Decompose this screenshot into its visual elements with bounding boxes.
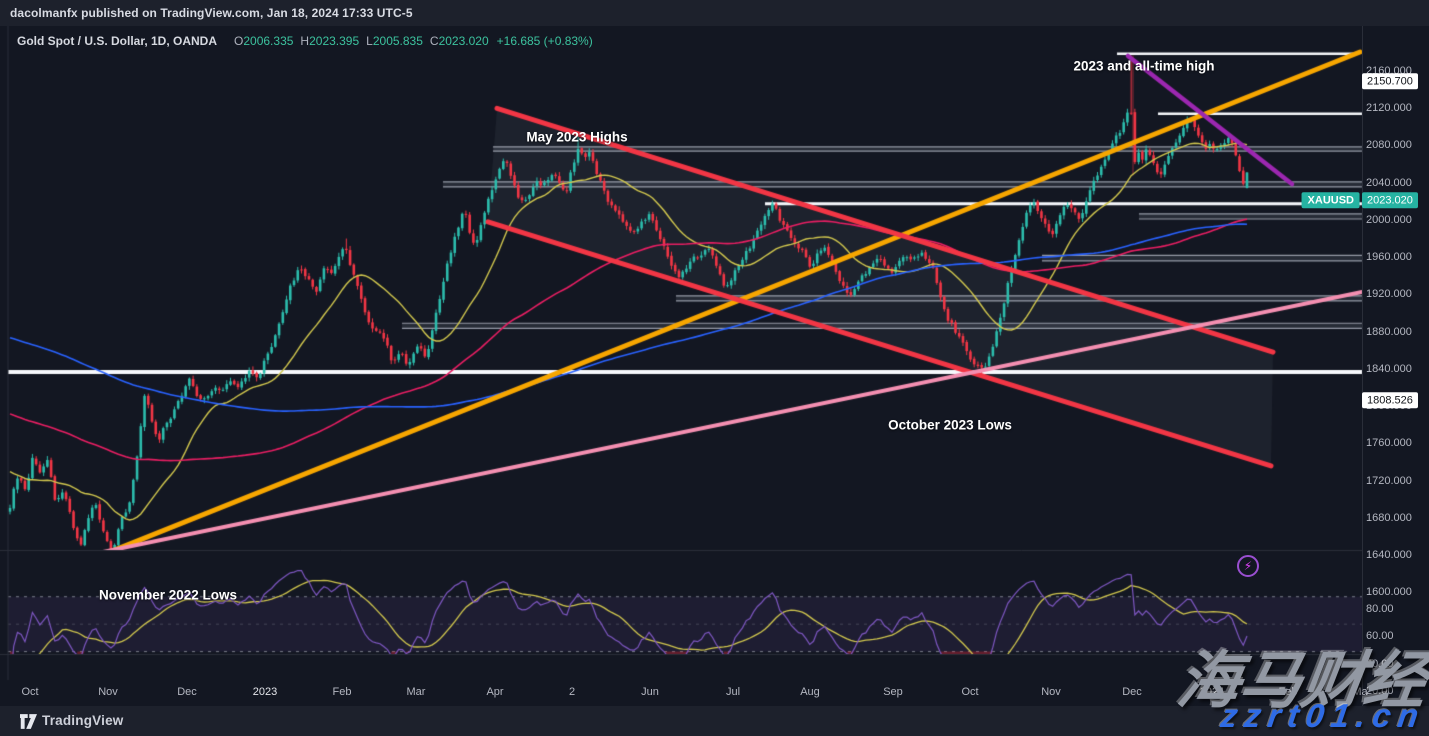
price-tick-label: 1640.000: [1366, 549, 1412, 561]
price-tick-label: 1920.000: [1366, 288, 1412, 300]
ohlc-value: 2023.395: [309, 34, 360, 48]
time-tick-label: Oct: [21, 686, 39, 698]
time-tick-label: Dec: [177, 686, 197, 698]
price-tick-label: 1960.000: [1366, 251, 1412, 263]
time-tick-label: Oct: [961, 686, 979, 698]
time-tick-label: 2023: [252, 686, 278, 698]
ohlc-key: H: [300, 34, 310, 48]
price-tick-label: 2080.000: [1366, 139, 1412, 151]
time-tick-label: Sep: [883, 686, 903, 698]
ohlc-value: 2005.835: [372, 34, 423, 48]
chart-annotation-1: May 2023 Highs: [526, 129, 628, 145]
time-tick-label: Dec: [1122, 686, 1142, 698]
time-tick-label: Feb: [1278, 686, 1298, 698]
price-tick-label: 2120.000: [1366, 102, 1412, 114]
chart-legend[interactable]: Gold Spot / U.S. Dollar, 1D, OANDA O2006.…: [17, 34, 593, 48]
rsi-tick-label: 40.00: [1366, 658, 1394, 670]
ohlc-key: C: [429, 34, 439, 48]
symbol-title[interactable]: Gold Spot / U.S. Dollar, 1D, OANDA: [17, 34, 218, 48]
price-axis-separator: [1362, 26, 1363, 706]
price-badge-2150.700: 2150.700: [1362, 73, 1418, 89]
tradingview-brand-text[interactable]: TradingView: [42, 713, 124, 728]
time-tick-label: Jun: [641, 686, 659, 698]
rsi-tick-label: 80.00: [1366, 603, 1394, 615]
time-tick-label: Mar: [406, 686, 426, 698]
publish-attribution: dacolmanfx published on TradingView.com,…: [10, 6, 413, 20]
time-tick-label: Jul: [725, 686, 741, 698]
tradingview-logo-icon[interactable]: [20, 714, 37, 734]
time-tick-label: Nov: [1041, 686, 1061, 698]
price-tick-label: 1760.000: [1366, 437, 1412, 449]
time-tick-label: Ma: [1352, 686, 1368, 698]
rsi-tick-label: 60.00: [1366, 630, 1394, 642]
chart-annotation-3: November 2022 Lows: [98, 587, 238, 603]
flash-icon[interactable]: ⚡: [1237, 555, 1259, 577]
chart-annotation-0: 2023 and all-time high: [1073, 58, 1215, 74]
price-badge-2023.020: 2023.020: [1362, 192, 1418, 208]
publish-header: dacolmanfx published on TradingView.com,…: [0, 0, 1429, 26]
ohlc-value: 2023.020: [438, 34, 489, 48]
price-tick-label: 2040.000: [1366, 177, 1412, 189]
symbol-price-tag: XAUUSD: [1301, 192, 1360, 208]
time-tick-label: 2024: [1199, 686, 1225, 698]
price-tick-label: 1680.000: [1366, 512, 1412, 524]
change-value: +16.685 (+0.83%): [496, 34, 593, 48]
ohlc-value: 2006.335: [243, 34, 294, 48]
chart-annotation-2: October 2023 Lows: [888, 417, 1012, 433]
time-tick-label: Nov: [98, 686, 118, 698]
price-tick-label: 1720.000: [1366, 475, 1412, 487]
time-tick-label: 2: [568, 686, 576, 698]
price-tick-label: 1600.000: [1366, 586, 1412, 598]
price-tick-label: 2000.000: [1366, 214, 1412, 226]
rsi-tick-label: 20.00: [1366, 685, 1394, 697]
footer-bar: TradingView: [0, 706, 1429, 736]
chart-region: Gold Spot / U.S. Dollar, 1D, OANDA O2006.…: [0, 26, 1429, 706]
price-chart-canvas[interactable]: [0, 26, 1429, 706]
ohlc-key: O: [234, 34, 244, 48]
ohlc-values: O2006.335 H2023.395 L2005.835 C2023.020: [227, 34, 489, 48]
ohlc-key: L: [366, 34, 373, 48]
time-tick-label: Aug: [800, 686, 820, 698]
price-tick-label: 1840.000: [1366, 363, 1412, 375]
time-tick-label: Feb: [332, 686, 352, 698]
price-badge-1808.526: 1808.526: [1362, 392, 1418, 408]
time-tick-label: Apr: [486, 686, 504, 698]
watermark-url: zzrt01.cn: [1218, 697, 1428, 734]
price-tick-label: 1880.000: [1366, 326, 1412, 338]
